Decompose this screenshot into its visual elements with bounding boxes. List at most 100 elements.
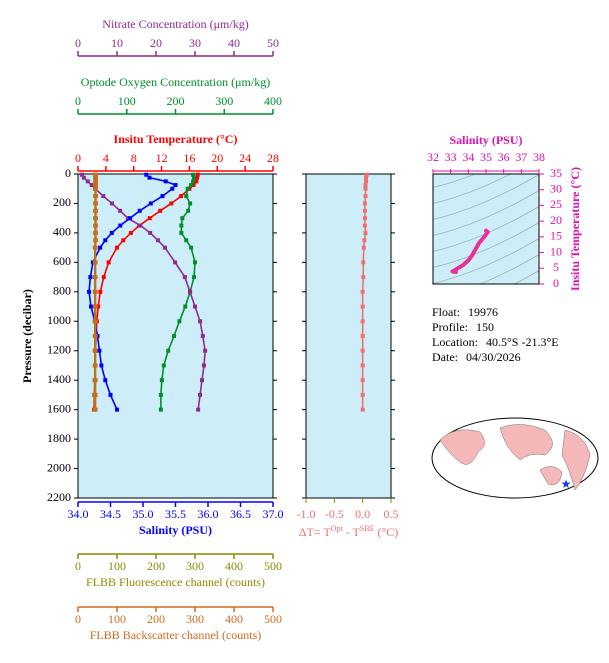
data-point — [360, 348, 365, 353]
data-point — [182, 275, 187, 280]
data-point — [188, 201, 193, 206]
data-point — [195, 172, 200, 177]
data-point — [173, 260, 178, 265]
data-point — [362, 238, 367, 243]
x-axis-title: Optode Oxygen Concentration (μm/kg) — [81, 75, 270, 89]
y-tick-label: 600 — [53, 254, 71, 268]
data-point — [364, 179, 369, 184]
x-axis-title-part: ΔT= T — [299, 525, 332, 539]
data-point — [103, 378, 108, 383]
data-point — [93, 348, 98, 353]
data-point — [138, 223, 143, 228]
data-point — [192, 175, 197, 180]
y-tick-label: 2000 — [47, 460, 71, 474]
x-tick-label: 10 — [111, 36, 123, 50]
data-point — [148, 201, 153, 206]
data-point — [195, 175, 200, 180]
data-point — [87, 289, 92, 294]
data-point — [106, 260, 111, 265]
data-point — [159, 378, 164, 383]
x-tick-label: 500 — [264, 612, 282, 626]
data-point — [193, 304, 197, 309]
x-tick-label: 38 — [533, 150, 545, 164]
x-axis-title-part: Opt — [331, 524, 344, 533]
x-tick-label: 28 — [267, 151, 279, 165]
data-point — [191, 172, 196, 177]
x-axis-title: Nitrate Concentration (μm/kg) — [102, 17, 248, 31]
data-point — [362, 223, 367, 228]
data-point — [201, 363, 206, 368]
data-point — [85, 179, 90, 184]
data-point — [93, 175, 98, 180]
data-point — [98, 245, 103, 250]
info-value: 150 — [476, 320, 494, 334]
x-tick-label: 34.5 — [100, 507, 121, 521]
data-point — [194, 179, 199, 184]
y-tick-label: 400 — [53, 225, 71, 239]
info-line: Profile: 150 — [432, 320, 494, 334]
data-point — [93, 216, 98, 221]
y-tick-label: 1600 — [47, 401, 71, 415]
info-value: 04/30/2026 — [466, 350, 521, 364]
data-point — [363, 194, 368, 199]
data-point — [108, 392, 113, 397]
data-point — [196, 407, 201, 412]
x-tick-label: 40 — [228, 36, 240, 50]
x-tick-label: 400 — [225, 612, 243, 626]
data-point — [148, 230, 153, 235]
data-point — [99, 363, 104, 368]
x-tick-label: 8 — [131, 151, 137, 165]
data-point — [93, 238, 98, 243]
info-value: 40.5°S -21.3°E — [486, 335, 559, 349]
info-label: Profile: — [432, 320, 468, 334]
data-point — [101, 275, 106, 280]
y-tick-label: 35 — [550, 166, 562, 180]
x-axis-title: FLBB Backscatter channel (counts) — [90, 628, 262, 642]
y-tick-label: 1400 — [47, 372, 71, 386]
data-point — [128, 216, 132, 221]
x-tick-label: 400 — [264, 94, 282, 108]
x-tick-label: 0 — [75, 36, 81, 50]
data-point — [198, 392, 203, 397]
data-point — [115, 407, 119, 412]
x-tick-label: 100 — [108, 612, 126, 626]
x-axis-title-part: SBE — [360, 524, 375, 533]
data-point — [191, 179, 196, 184]
x-tick-label: 37 — [515, 150, 527, 164]
x-tick-label: 100 — [118, 94, 136, 108]
data-point — [361, 245, 366, 250]
data-point — [158, 392, 163, 397]
data-point — [203, 348, 208, 353]
x-tick-label: 0 — [75, 94, 81, 108]
y-tick-label: 800 — [53, 284, 71, 298]
svg-text:★: ★ — [561, 477, 572, 491]
x-tick-label: 34 — [462, 150, 474, 164]
x-tick-label: 35.0 — [133, 507, 154, 521]
y-tick-label: 2200 — [47, 490, 71, 504]
data-point — [155, 238, 160, 243]
data-point — [361, 260, 366, 265]
x-tick-label: 0.0 — [355, 507, 370, 521]
y-tick-label: 5 — [553, 260, 559, 274]
data-point — [101, 194, 106, 199]
y-tick-label: 200 — [53, 195, 71, 209]
data-point — [109, 230, 114, 235]
data-point — [128, 230, 133, 235]
ts-line — [450, 228, 490, 275]
y-tick-label: 25 — [550, 197, 562, 211]
data-point — [193, 260, 197, 265]
y-tick-label: 1000 — [47, 313, 71, 327]
x-tick-label: 36.5 — [230, 507, 251, 521]
data-point — [96, 304, 101, 309]
y-tick-label: 30 — [550, 181, 562, 195]
data-point — [161, 363, 166, 368]
x-tick-label: 20 — [211, 151, 223, 165]
x-tick-label: 200 — [167, 94, 185, 108]
data-point — [118, 223, 123, 228]
y-tick-label: 1200 — [47, 342, 71, 356]
x-axis-title-part: - T — [343, 525, 361, 539]
y-tick-label: 15 — [550, 229, 562, 243]
data-point — [191, 183, 196, 188]
data-point — [360, 378, 365, 383]
